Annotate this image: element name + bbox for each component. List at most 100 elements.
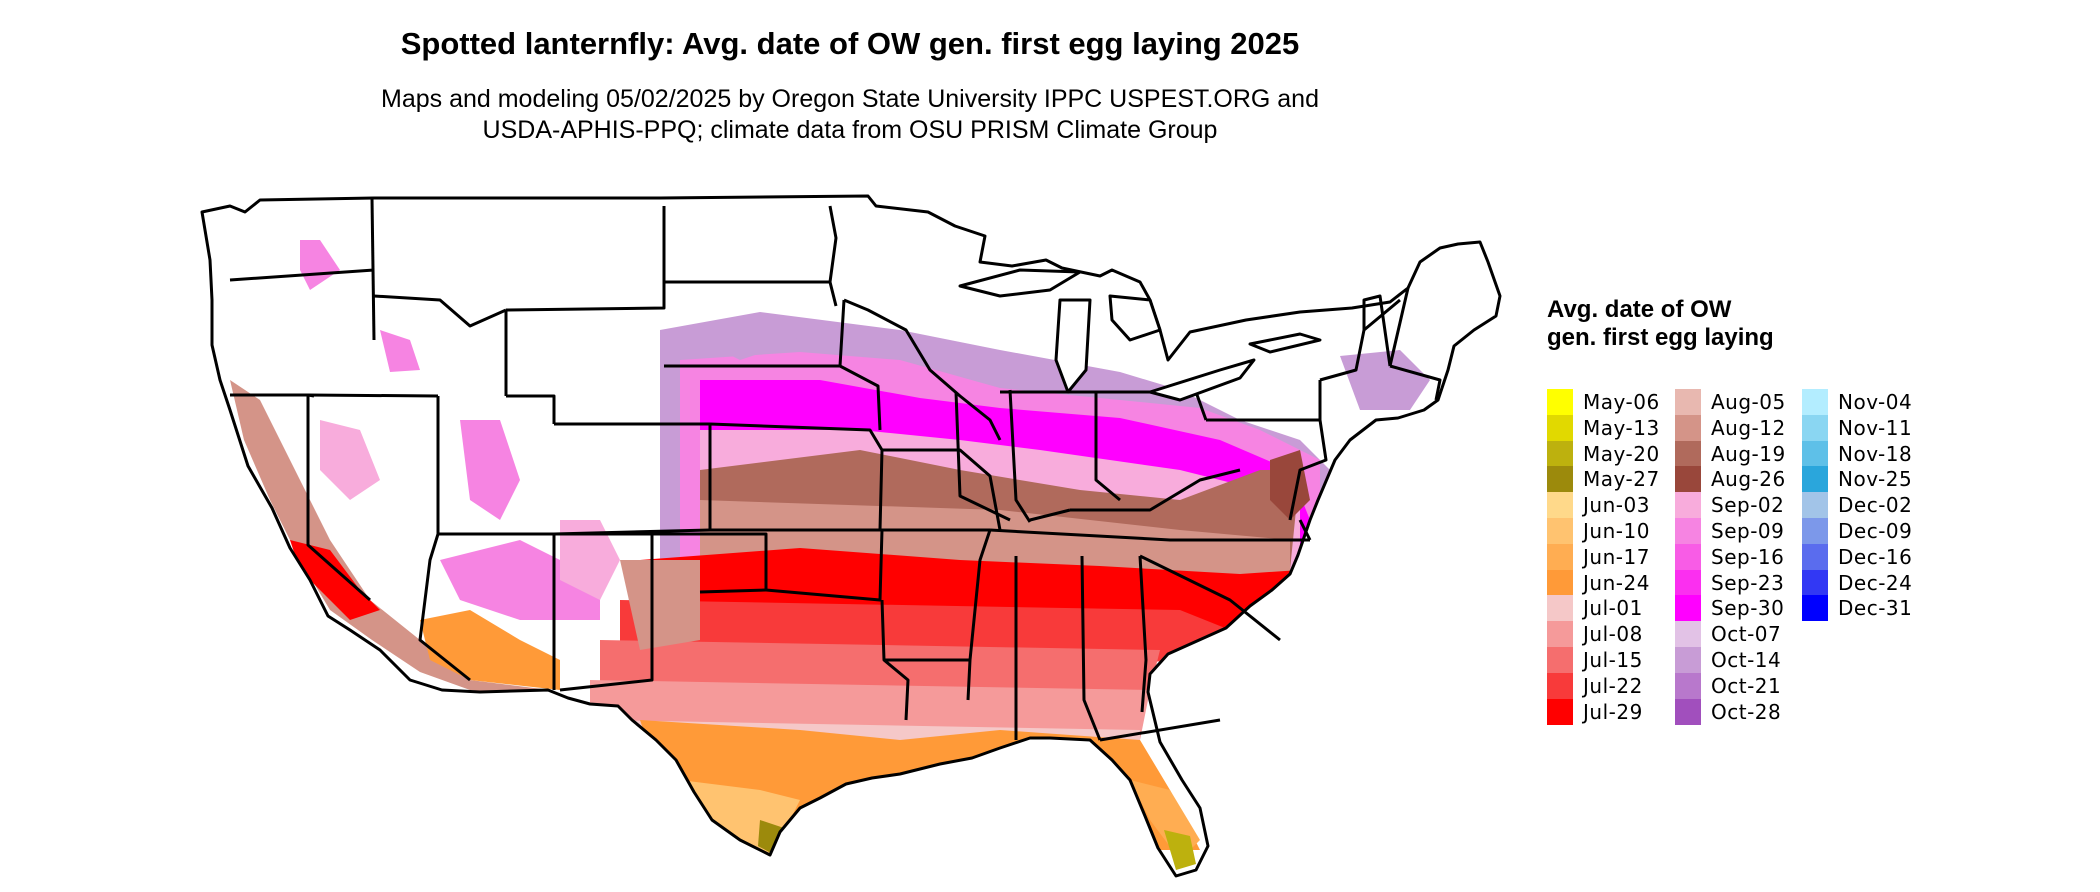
legend-swatch <box>1802 569 1828 596</box>
legend-label: Oct-07 <box>1711 622 1782 647</box>
legend-item: Dec-09 <box>1802 518 1912 544</box>
us-map <box>200 194 1502 878</box>
legend-label: Jun-24 <box>1583 570 1650 595</box>
legend-label: Nov-25 <box>1838 467 1913 492</box>
legend-item: Jul-29 <box>1547 698 1643 725</box>
legend-label: Sep-09 <box>1711 519 1785 543</box>
legend-label: Aug-19 <box>1711 441 1786 466</box>
legend-swatch <box>1675 595 1701 622</box>
prediction-raster <box>202 196 1500 876</box>
legend-swatch <box>1675 698 1701 725</box>
legend-item: Aug-12 <box>1675 414 1786 441</box>
legend-item: Dec-16 <box>1802 543 1913 570</box>
legend-label: May-20 <box>1583 441 1660 466</box>
legend-swatch <box>1675 492 1701 519</box>
legend-label: Oct-14 <box>1711 648 1782 672</box>
legend-label: Jun-10 <box>1583 519 1650 543</box>
legend-label: Nov-11 <box>1838 415 1913 440</box>
legend-label: May-27 <box>1583 467 1660 492</box>
legend-label: Dec-16 <box>1838 544 1913 569</box>
legend-swatch <box>1675 647 1701 673</box>
legend-label: Nov-18 <box>1838 441 1913 466</box>
legend-item: Aug-26 <box>1675 466 1786 493</box>
legend-label: Sep-23 <box>1711 570 1785 595</box>
legend-item: Oct-28 <box>1675 698 1782 725</box>
legend-swatch <box>1675 518 1701 544</box>
legend-label: Jul-01 <box>1583 596 1643 621</box>
legend-swatch <box>1802 492 1828 519</box>
legend-swatch <box>1547 621 1573 648</box>
legend-label: Oct-21 <box>1711 673 1782 698</box>
legend-item: Nov-25 <box>1802 466 1913 493</box>
legend-item: Jun-17 <box>1547 543 1650 570</box>
legend-label: Dec-24 <box>1838 570 1913 595</box>
legend-item: Jun-10 <box>1547 518 1650 544</box>
state-boundaries <box>200 194 1502 878</box>
legend-label: Jul-22 <box>1583 673 1643 698</box>
legend-label: Jul-08 <box>1583 622 1643 647</box>
legend-swatch <box>1675 569 1701 596</box>
legend-label: Jun-03 <box>1583 493 1650 518</box>
legend-swatch <box>1675 466 1701 493</box>
legend-item: Nov-04 <box>1802 389 1912 415</box>
legend-item: Sep-30 <box>1675 595 1785 622</box>
legend-item: Oct-14 <box>1675 647 1781 673</box>
legend-item: Aug-05 <box>1675 389 1786 415</box>
legend-label: Aug-05 <box>1711 390 1786 414</box>
legend-label: Sep-16 <box>1711 544 1785 569</box>
legend-swatch <box>1547 647 1573 673</box>
legend-label: Sep-02 <box>1711 493 1785 518</box>
legend-label: Dec-02 <box>1838 493 1913 518</box>
legend-swatch <box>1547 543 1573 570</box>
legend-swatch <box>1547 569 1573 596</box>
legend-item: Nov-11 <box>1802 414 1913 441</box>
legend-label: Dec-09 <box>1838 519 1913 543</box>
legend-item: Sep-09 <box>1675 518 1784 544</box>
legend-item: Jul-01 <box>1547 595 1643 622</box>
subtitle-line-1: Maps and modeling 05/02/2025 by Oregon S… <box>381 85 1319 113</box>
legend-swatch <box>1547 440 1573 467</box>
legend-item: Dec-02 <box>1802 492 1913 519</box>
legend-swatch <box>1547 389 1573 415</box>
legend-item: Jun-24 <box>1547 569 1650 596</box>
legend-label: Sep-30 <box>1711 596 1785 621</box>
legend-item: Sep-16 <box>1675 543 1785 570</box>
legend-swatch <box>1675 621 1701 648</box>
legend-swatch <box>1675 389 1701 415</box>
legend-label: Jun-17 <box>1583 544 1650 569</box>
legend-swatch <box>1547 518 1573 544</box>
legend-label: Jul-29 <box>1583 699 1643 724</box>
legend-label: Oct-28 <box>1711 699 1782 724</box>
legend-swatch <box>1547 414 1573 441</box>
legend-item: Nov-18 <box>1802 440 1913 467</box>
legend-item: May-06 <box>1547 389 1660 415</box>
legend-swatch <box>1802 595 1828 622</box>
legend-item: Dec-24 <box>1802 569 1913 596</box>
legend-item: Oct-07 <box>1675 621 1782 648</box>
legend-title: Avg. date of OW gen. first egg laying <box>1547 296 1774 351</box>
legend-swatch <box>1675 440 1701 467</box>
legend-swatch <box>1802 389 1828 415</box>
map-title: Spotted lanternfly: Avg. date of OW gen.… <box>400 26 1300 61</box>
legend-swatch <box>1675 414 1701 441</box>
legend-label: Nov-04 <box>1838 390 1913 414</box>
legend-label: May-06 <box>1583 390 1660 414</box>
legend-swatch <box>1802 440 1828 467</box>
legend-item: Jun-03 <box>1547 492 1650 519</box>
legend-item: Jul-08 <box>1547 621 1643 648</box>
legend-label: Aug-12 <box>1711 415 1786 440</box>
legend-item: Jul-15 <box>1547 647 1643 673</box>
legend-item: Oct-21 <box>1675 672 1782 699</box>
legend-item: May-13 <box>1547 414 1660 441</box>
legend-item: Aug-19 <box>1675 440 1786 467</box>
legend-swatch <box>1675 543 1701 570</box>
great-lakes <box>958 268 1322 402</box>
subtitle-line-2: USDA-APHIS-PPQ; climate data from OSU PR… <box>482 116 1218 144</box>
legend-item: Sep-23 <box>1675 569 1785 596</box>
legend-label: Dec-31 <box>1838 596 1913 621</box>
legend-swatch <box>1547 466 1573 493</box>
legend-item: Dec-31 <box>1802 595 1913 622</box>
legend-label: Jul-15 <box>1583 648 1643 672</box>
legend-swatch <box>1547 492 1573 519</box>
legend-item: May-27 <box>1547 466 1660 493</box>
